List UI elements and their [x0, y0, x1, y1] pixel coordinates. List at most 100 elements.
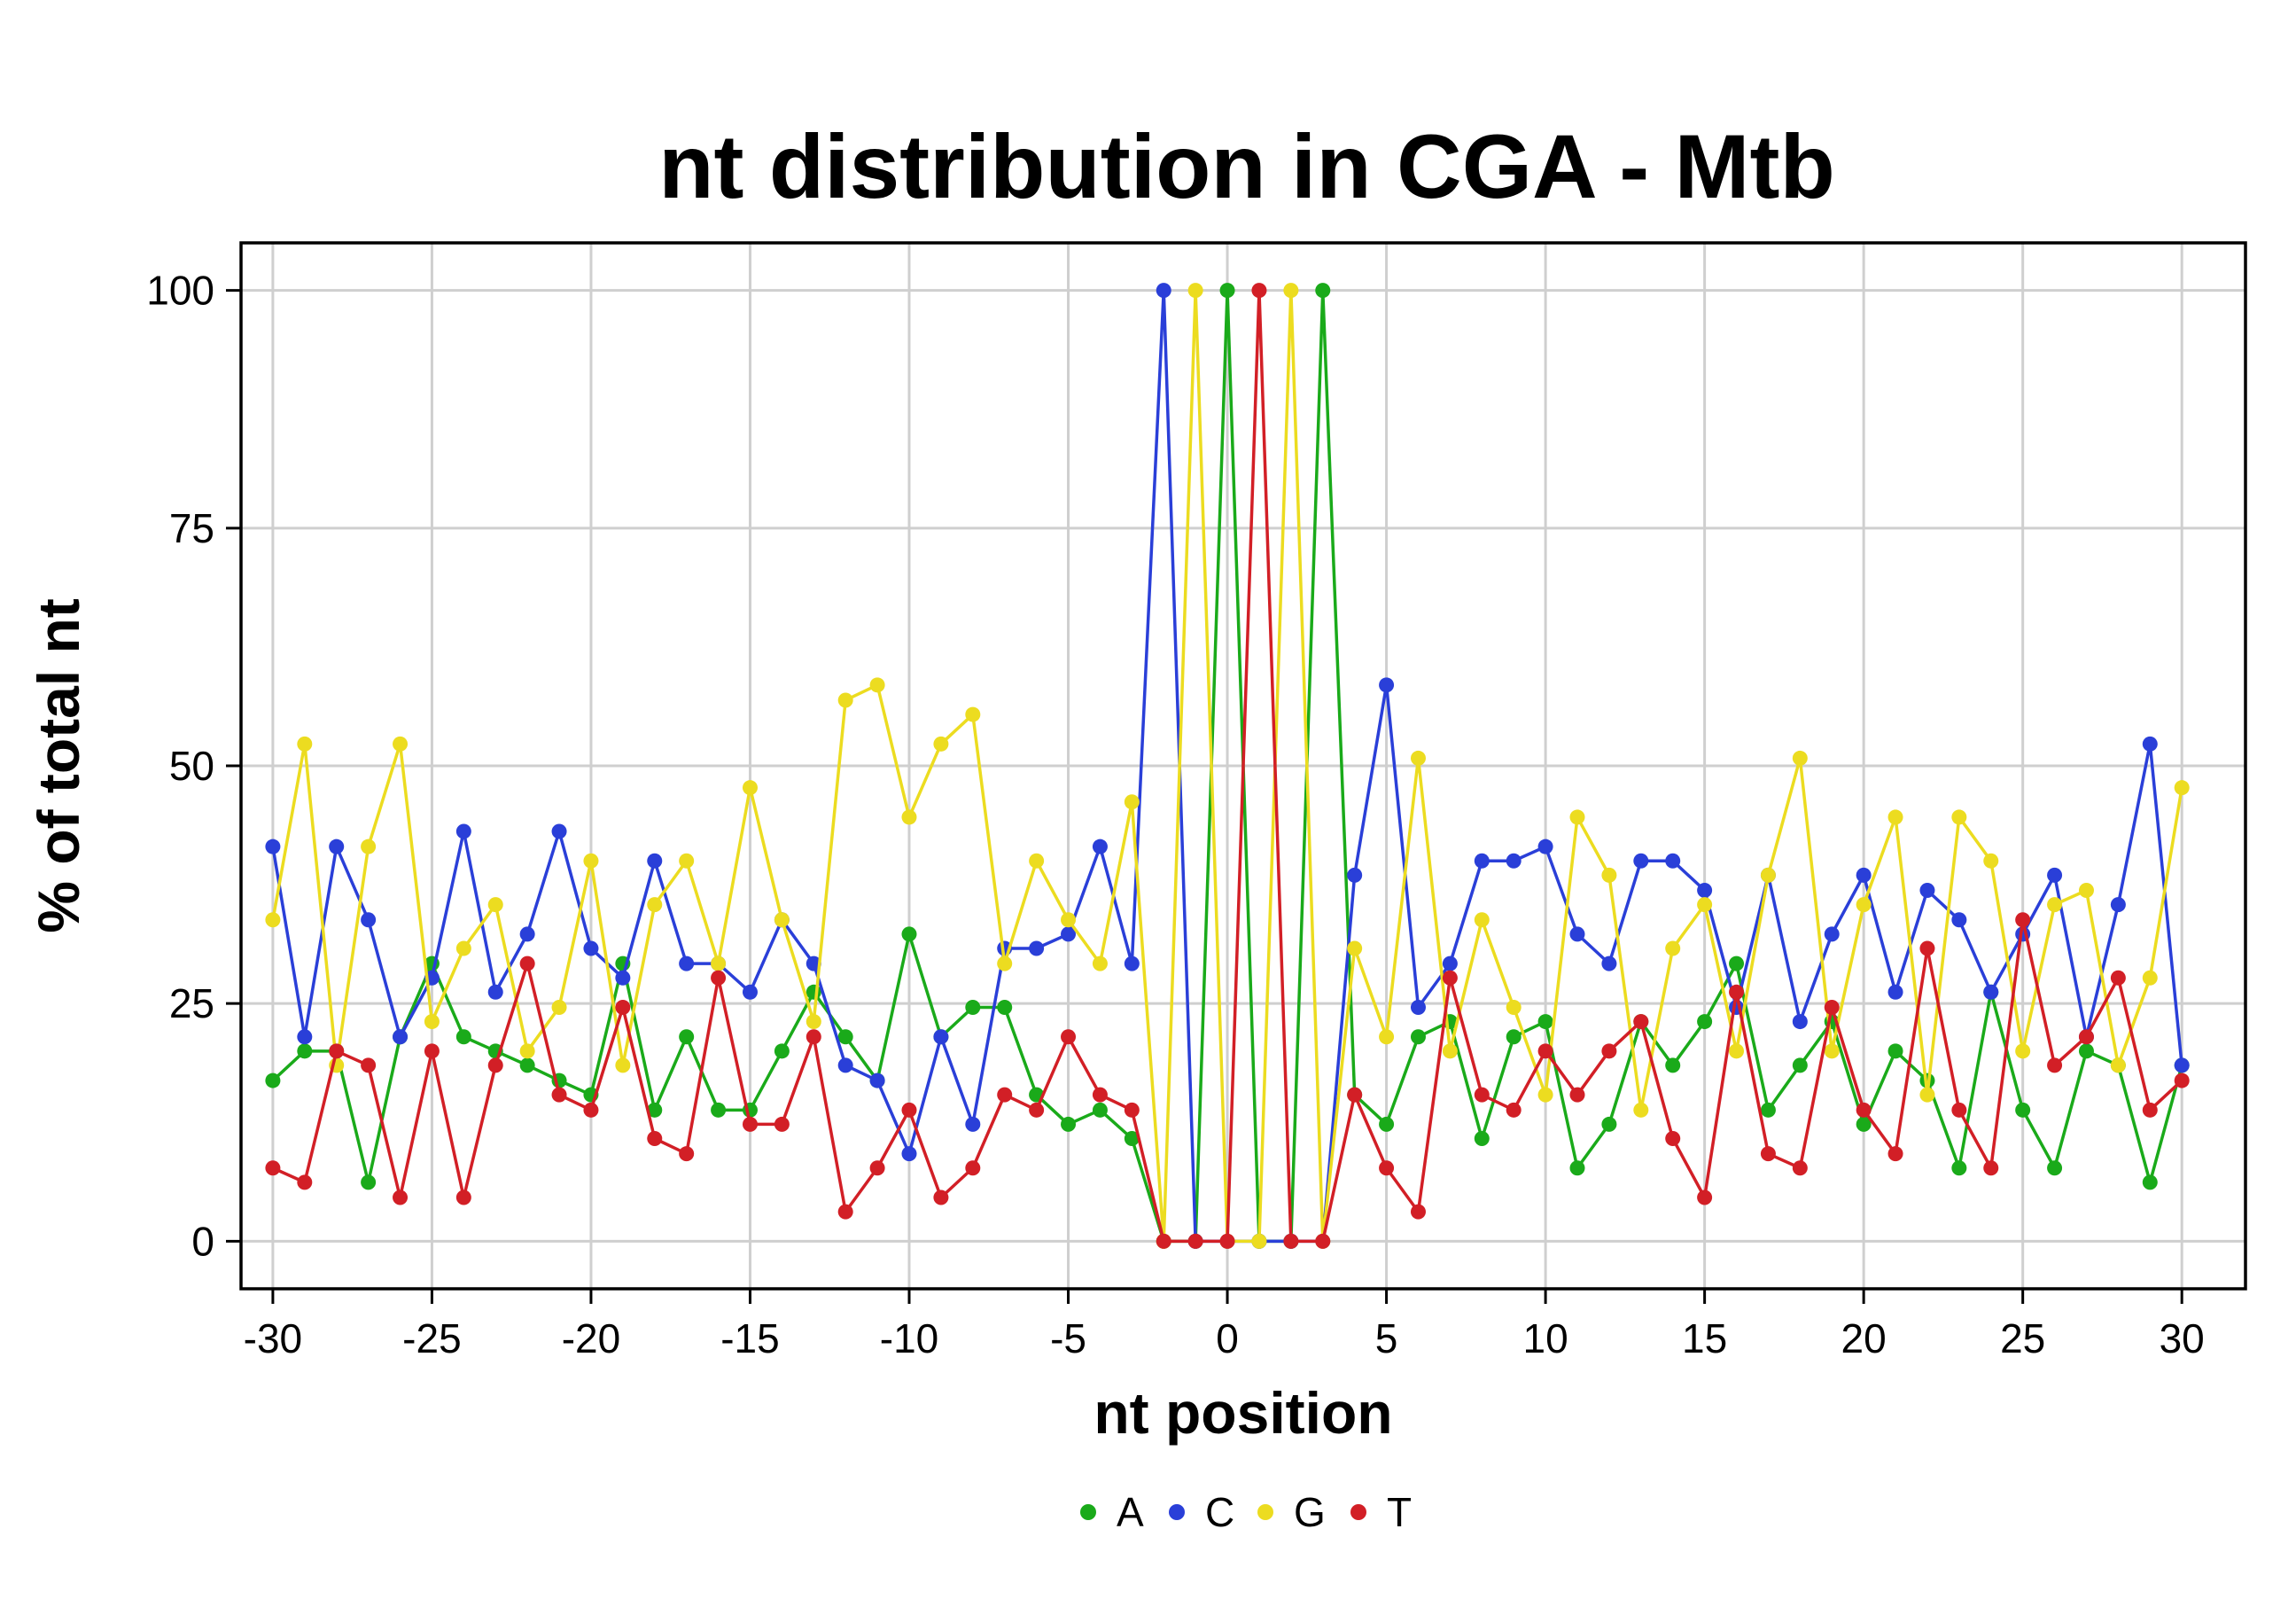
legend-marker [1080, 1504, 1096, 1520]
data-point-G [487, 897, 503, 913]
data-point-T [265, 1160, 281, 1176]
x-tick-label: -5 [1050, 1315, 1086, 1361]
y-tick-label: 0 [191, 1218, 214, 1264]
data-point-A [1919, 1072, 1935, 1088]
data-point-G [551, 999, 567, 1015]
data-point-C [1537, 838, 1553, 854]
data-point-G [1379, 1029, 1395, 1045]
legend-label: C [1205, 1489, 1234, 1535]
data-point-C [1442, 956, 1458, 971]
data-point-G [1887, 809, 1903, 825]
data-point-T [837, 1204, 853, 1220]
data-point-T [1283, 1233, 1299, 1249]
data-point-G [1824, 1043, 1840, 1059]
chart-title: nt distribution in CGA - Mtb [658, 116, 1835, 217]
data-point-C [837, 1057, 853, 1073]
data-point-A [1506, 1029, 1522, 1045]
data-point-G [1919, 1087, 1935, 1103]
data-point-G [1442, 1043, 1458, 1059]
data-point-T [1729, 984, 1745, 1000]
data-point-G [2015, 1043, 2031, 1059]
data-point-T [647, 1131, 663, 1147]
data-point-T [1219, 1233, 1235, 1249]
data-point-G [615, 1057, 631, 1073]
data-point-T [583, 1102, 599, 1118]
data-point-G [1951, 809, 1967, 825]
data-point-T [393, 1190, 409, 1205]
x-tick-label: -15 [720, 1315, 779, 1361]
legend-item-C: C [1169, 1489, 1234, 1535]
data-point-C [1506, 853, 1522, 869]
data-point-T [1124, 1102, 1140, 1118]
data-point-A [837, 1029, 853, 1045]
data-point-G [1251, 1233, 1267, 1249]
data-point-G [1856, 897, 1872, 913]
data-point-A [361, 1174, 377, 1190]
data-point-C [1792, 1014, 1808, 1030]
x-tick-label: -30 [244, 1315, 302, 1361]
data-point-A [774, 1043, 790, 1059]
data-point-T [1601, 1043, 1617, 1059]
data-point-T [1665, 1131, 1681, 1147]
data-point-A [1315, 283, 1331, 299]
data-point-C [1951, 912, 1967, 928]
data-point-T [1887, 1146, 1903, 1162]
data-point-A [1665, 1057, 1681, 1073]
data-point-C [1569, 926, 1585, 942]
data-point-T [424, 1043, 440, 1059]
data-point-A [997, 999, 1013, 1015]
data-point-T [1983, 1160, 1999, 1176]
data-point-G [742, 780, 758, 796]
data-point-T [1824, 999, 1840, 1015]
data-point-G [393, 736, 409, 752]
data-point-T [2110, 970, 2126, 986]
data-point-G [2142, 970, 2158, 986]
data-point-G [933, 736, 949, 752]
data-point-G [1633, 1102, 1649, 1118]
data-point-T [1379, 1160, 1395, 1176]
data-point-C [1665, 853, 1681, 869]
data-point-T [1474, 1087, 1490, 1103]
data-point-T [1061, 1029, 1077, 1045]
data-point-T [1156, 1233, 1171, 1249]
data-point-T [615, 999, 631, 1015]
data-point-T [2142, 1102, 2158, 1118]
data-point-T [2047, 1057, 2063, 1073]
data-point-C [1379, 677, 1395, 693]
data-point-T [1410, 1204, 1426, 1220]
data-point-C [1061, 926, 1077, 942]
data-point-G [965, 706, 981, 722]
data-point-T [1856, 1102, 1872, 1118]
data-point-C [2047, 867, 2063, 883]
data-point-G [2047, 897, 2063, 913]
data-point-T [806, 1029, 821, 1045]
data-point-A [1729, 956, 1745, 971]
legend-marker [1169, 1504, 1185, 1520]
data-point-G [901, 809, 917, 825]
data-point-A [2078, 1043, 2094, 1059]
data-point-G [583, 853, 599, 869]
data-point-C [647, 853, 663, 869]
data-point-A [679, 1029, 695, 1045]
data-point-G [1474, 912, 1490, 928]
data-point-G [2110, 1057, 2126, 1073]
data-point-C [519, 926, 535, 942]
data-point-C [1029, 940, 1045, 956]
data-point-G [455, 940, 471, 956]
data-point-T [742, 1116, 758, 1132]
data-point-T [997, 1087, 1013, 1103]
data-point-C [393, 1029, 409, 1045]
data-point-A [1092, 1102, 1108, 1118]
data-point-T [1315, 1233, 1331, 1249]
data-point-T [774, 1116, 790, 1132]
series-G [265, 283, 2190, 1249]
data-point-C [487, 984, 503, 1000]
data-point-G [2078, 883, 2094, 899]
data-point-G [1537, 1087, 1553, 1103]
data-point-T [1537, 1043, 1553, 1059]
data-point-T [2078, 1029, 2094, 1045]
data-point-A [519, 1057, 535, 1073]
data-point-A [2142, 1174, 2158, 1190]
data-point-G [519, 1043, 535, 1059]
